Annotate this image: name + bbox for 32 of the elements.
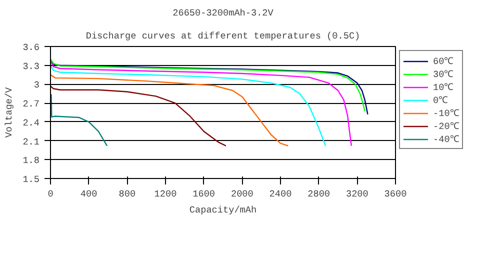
line-series <box>50 86 226 146</box>
y-axis-title: Voltage/V <box>4 86 15 138</box>
x-tick-label: 2800 <box>308 188 330 200</box>
y-tick-label: 2.7 <box>22 98 40 110</box>
line-series <box>50 94 108 146</box>
x-tick-label: 3600 <box>384 188 408 200</box>
x-tick-label: 2400 <box>269 188 292 200</box>
legend-label: 10℃ <box>433 81 454 93</box>
chart-subtitle: Discharge curves at different temperatures (0.5C) <box>86 30 360 42</box>
y-tick-label: 3.6 <box>22 42 40 53</box>
y-tick-label: 3 <box>34 80 40 91</box>
y-tick-label: 1.5 <box>22 174 40 185</box>
y-tick-label: 2.1 <box>22 136 40 148</box>
legend-label: -20℃ <box>433 120 459 132</box>
x-axis-title: Capacity/mAh <box>189 204 257 216</box>
x-tick-label: 0 <box>48 188 54 200</box>
legend-label: -10℃ <box>433 107 459 119</box>
y-tick-label: 3.3 <box>22 60 40 72</box>
y-tick-label: 1.8 <box>22 155 40 166</box>
x-tick-label: 400 <box>80 188 98 200</box>
x-tick-label: 1600 <box>192 188 216 200</box>
legend-label: 0℃ <box>433 94 449 106</box>
x-tick-label: 3200 <box>346 188 369 200</box>
x-tick-label: 1200 <box>154 188 178 200</box>
y-tick-label: 2.4 <box>22 117 40 128</box>
chart-title: 26650-3200mAh-3.2V <box>172 8 274 18</box>
legend-label: -40℃ <box>433 133 459 145</box>
x-tick-label: 2000 <box>230 188 254 200</box>
legend-label: 30℃ <box>433 68 454 80</box>
legend-label: 60℃ <box>433 55 454 67</box>
line-series <box>50 74 289 146</box>
x-tick-label: 800 <box>118 188 136 200</box>
